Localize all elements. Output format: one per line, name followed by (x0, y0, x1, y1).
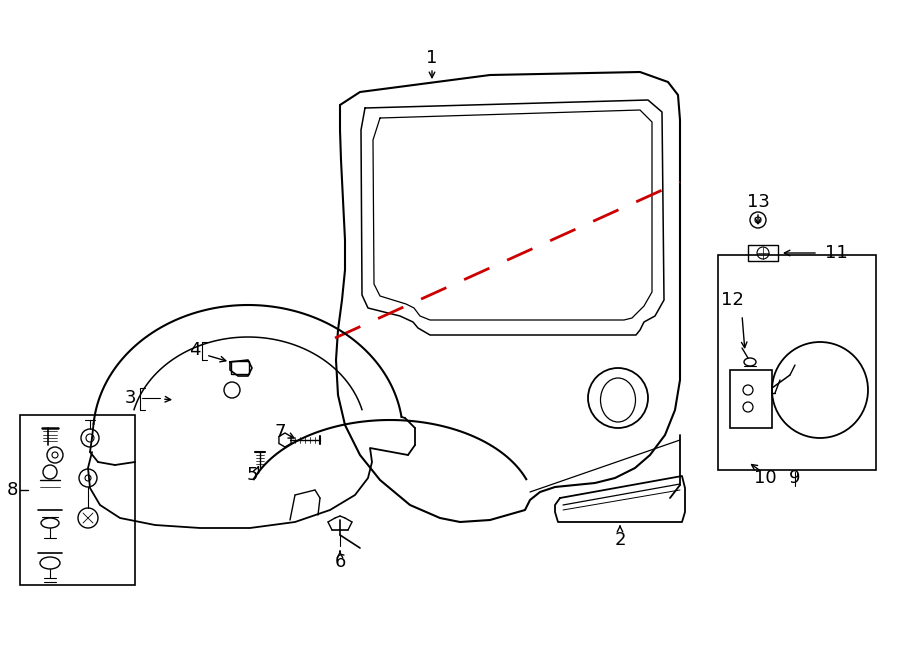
Text: 3: 3 (124, 389, 136, 407)
Bar (231, 361, 249, 374)
Bar (748, 245, 778, 261)
Text: 12: 12 (721, 291, 743, 309)
Text: 8: 8 (6, 481, 18, 499)
Bar (718, 255, 876, 470)
Text: 2: 2 (614, 531, 626, 549)
Text: 7: 7 (274, 423, 286, 441)
Text: 9: 9 (789, 469, 801, 487)
Text: 10: 10 (753, 469, 777, 487)
Text: 13: 13 (747, 193, 770, 211)
Text: 11: 11 (825, 244, 848, 262)
Text: 5: 5 (247, 466, 257, 484)
Text: 4: 4 (189, 341, 201, 359)
Bar (20, 415, 135, 585)
Text: 6: 6 (334, 553, 346, 571)
Bar (730, 370, 772, 428)
Text: 1: 1 (427, 49, 437, 67)
